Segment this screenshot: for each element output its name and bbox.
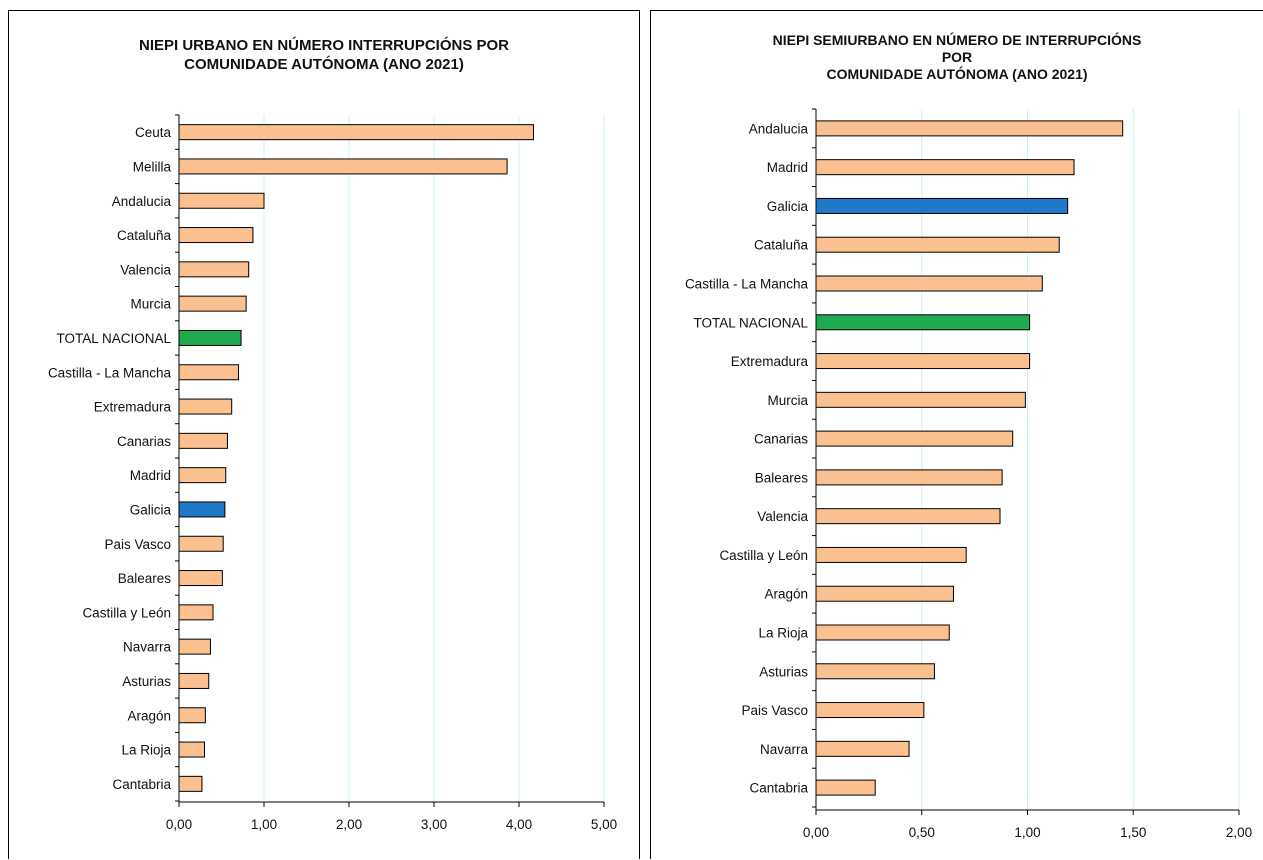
bar-andalucia	[178, 192, 265, 209]
chart-title-line-2: POR	[941, 49, 973, 65]
chart-title-line-2: COMUNIDADE AUTÓNOMA (ANO 2021)	[184, 56, 464, 73]
bar-asturias	[815, 663, 935, 680]
category-label-pais-vasco: Pais Vasco	[741, 703, 808, 718]
category-label-asturias: Asturias	[759, 664, 808, 679]
category-label-madrid: Madrid	[130, 468, 171, 483]
category-label-galicia: Galicia	[767, 199, 809, 214]
bar-galicia	[178, 501, 226, 518]
category-label-cataluna: Cataluña	[117, 228, 172, 243]
category-label-murcia: Murcia	[767, 393, 808, 408]
bar-murcia	[815, 391, 1026, 408]
category-label-castilla-la-mancha: Castilla - La Mancha	[48, 365, 172, 380]
bar-murcia	[178, 295, 247, 312]
bar-chart-urbano: Ceuta Melilla Andalucia Cataluña Valencia Mur…	[48, 114, 617, 832]
bar-canarias	[178, 432, 228, 449]
bar-valencia	[815, 508, 1001, 525]
bar-castilla-y-leon	[178, 604, 214, 621]
x-tick-label: 3,00	[421, 817, 447, 832]
bar-madrid	[178, 467, 227, 484]
x-tick-label: 1,00	[1014, 825, 1040, 840]
bar-valencia	[178, 261, 250, 278]
x-tick-label: 0,50	[909, 825, 935, 840]
bar-asturias	[178, 672, 210, 689]
category-label-extremadura: Extremadura	[731, 354, 809, 369]
bar-pais-vasco	[815, 702, 925, 719]
category-label-navarra: Navarra	[123, 640, 172, 655]
bar-cantabria	[815, 779, 876, 796]
bar-andalucia	[815, 120, 1124, 137]
category-label-castilla-la-mancha: Castilla - La Mancha	[685, 277, 809, 292]
chart-title: NIEPI URBANO EN NÚMERO INTERRUPCIÓNS POR…	[9, 36, 639, 74]
category-label-la-rioja: La Rioja	[758, 626, 808, 641]
bar-canarias	[815, 430, 1014, 447]
category-label-extremadura: Extremadura	[94, 400, 172, 415]
category-label-navarra: Navarra	[760, 742, 809, 757]
bar-navarra	[178, 638, 211, 655]
bar-la-rioja	[815, 624, 950, 641]
bar-total-nacional	[815, 314, 1031, 331]
bar-total-nacional	[178, 329, 242, 346]
chart-title-line-3: COMUNIDADE AUTÓNOMA (ANO 2021)	[826, 66, 1088, 82]
category-label-castilla-y-leon: Castilla y León	[719, 548, 808, 563]
x-tick-label: 4,00	[506, 817, 532, 832]
category-label-melilla: Melilla	[133, 159, 172, 174]
category-label-andalucia: Andalucia	[112, 194, 172, 209]
bar-cantabria	[178, 775, 203, 792]
bar-chart-semiurbano: Andalucia Madrid Galicia Cataluña Castilla -…	[685, 108, 1252, 840]
category-label-baleares: Baleares	[755, 470, 809, 485]
bar-ceuta	[178, 124, 534, 141]
bar-castilla-la-mancha	[815, 275, 1043, 292]
category-label-canarias: Canarias	[117, 434, 171, 449]
bar-melilla	[178, 158, 508, 175]
bar-castilla-y-leon	[815, 546, 967, 563]
category-label-castilla-y-leon: Castilla y León	[82, 605, 171, 620]
chart-title-line-1: NIEPI URBANO EN NÚMERO INTERRUPCIÓNS POR	[138, 37, 510, 54]
bar-castilla-la-mancha	[178, 364, 239, 381]
bar-aragon	[815, 585, 954, 602]
bar-extremadura	[178, 398, 233, 415]
category-label-valencia: Valencia	[120, 262, 171, 277]
chart-panel-urbano: NIEPI URBANO EN NÚMERO INTERRUPCIÓNS POR…	[8, 10, 640, 859]
x-tick-label: 1,50	[1120, 825, 1146, 840]
bar-madrid	[815, 159, 1075, 176]
bar-navarra	[815, 740, 910, 757]
category-label-baleares: Baleares	[118, 571, 172, 586]
chart-title-line-1: NIEPI SEMIURBANO EN NÚMERO DE INTERRUPCI…	[772, 32, 1142, 48]
category-label-aragon: Aragón	[127, 708, 171, 723]
bar-aragon	[178, 707, 206, 724]
x-tick-label: 0,00	[166, 817, 192, 832]
bar-galicia	[815, 197, 1069, 214]
chart-title: NIEPI SEMIURBANO EN NÚMERO DE INTERRUPCI…	[651, 32, 1263, 83]
category-label-ceuta: Ceuta	[135, 125, 172, 140]
chart-panel-semiurbano: NIEPI SEMIURBANO EN NÚMERO DE INTERRUPCI…	[650, 10, 1263, 859]
category-label-aragon: Aragón	[764, 587, 808, 602]
bar-cataluna	[815, 236, 1060, 253]
bar-extremadura	[815, 353, 1031, 370]
bar-la-rioja	[178, 741, 205, 758]
x-tick-label: 2,00	[336, 817, 362, 832]
category-label-valencia: Valencia	[757, 509, 808, 524]
category-label-la-rioja: La Rioja	[121, 743, 171, 758]
category-label-total-nacional: TOTAL NACIONAL	[693, 315, 808, 330]
bar-baleares	[178, 570, 223, 587]
x-tick-label: 2,00	[1226, 825, 1252, 840]
bar-pais-vasco	[178, 535, 224, 552]
category-label-cantabria: Cantabria	[112, 777, 171, 792]
category-label-galicia: Galicia	[130, 502, 172, 517]
category-label-madrid: Madrid	[767, 160, 808, 175]
category-label-murcia: Murcia	[130, 297, 171, 312]
x-tick-label: 5,00	[591, 817, 617, 832]
category-label-pais-vasco: Pais Vasco	[104, 537, 171, 552]
category-label-andalucia: Andalucia	[749, 121, 809, 136]
x-tick-label: 0,00	[803, 825, 829, 840]
category-label-cantabria: Cantabria	[749, 781, 808, 796]
bar-baleares	[815, 469, 1003, 486]
bar-cataluna	[178, 227, 254, 244]
category-label-asturias: Asturias	[122, 674, 171, 689]
category-label-canarias: Canarias	[754, 432, 808, 447]
x-tick-label: 1,00	[251, 817, 277, 832]
category-label-total-nacional: TOTAL NACIONAL	[56, 331, 171, 346]
category-label-cataluna: Cataluña	[754, 238, 809, 253]
